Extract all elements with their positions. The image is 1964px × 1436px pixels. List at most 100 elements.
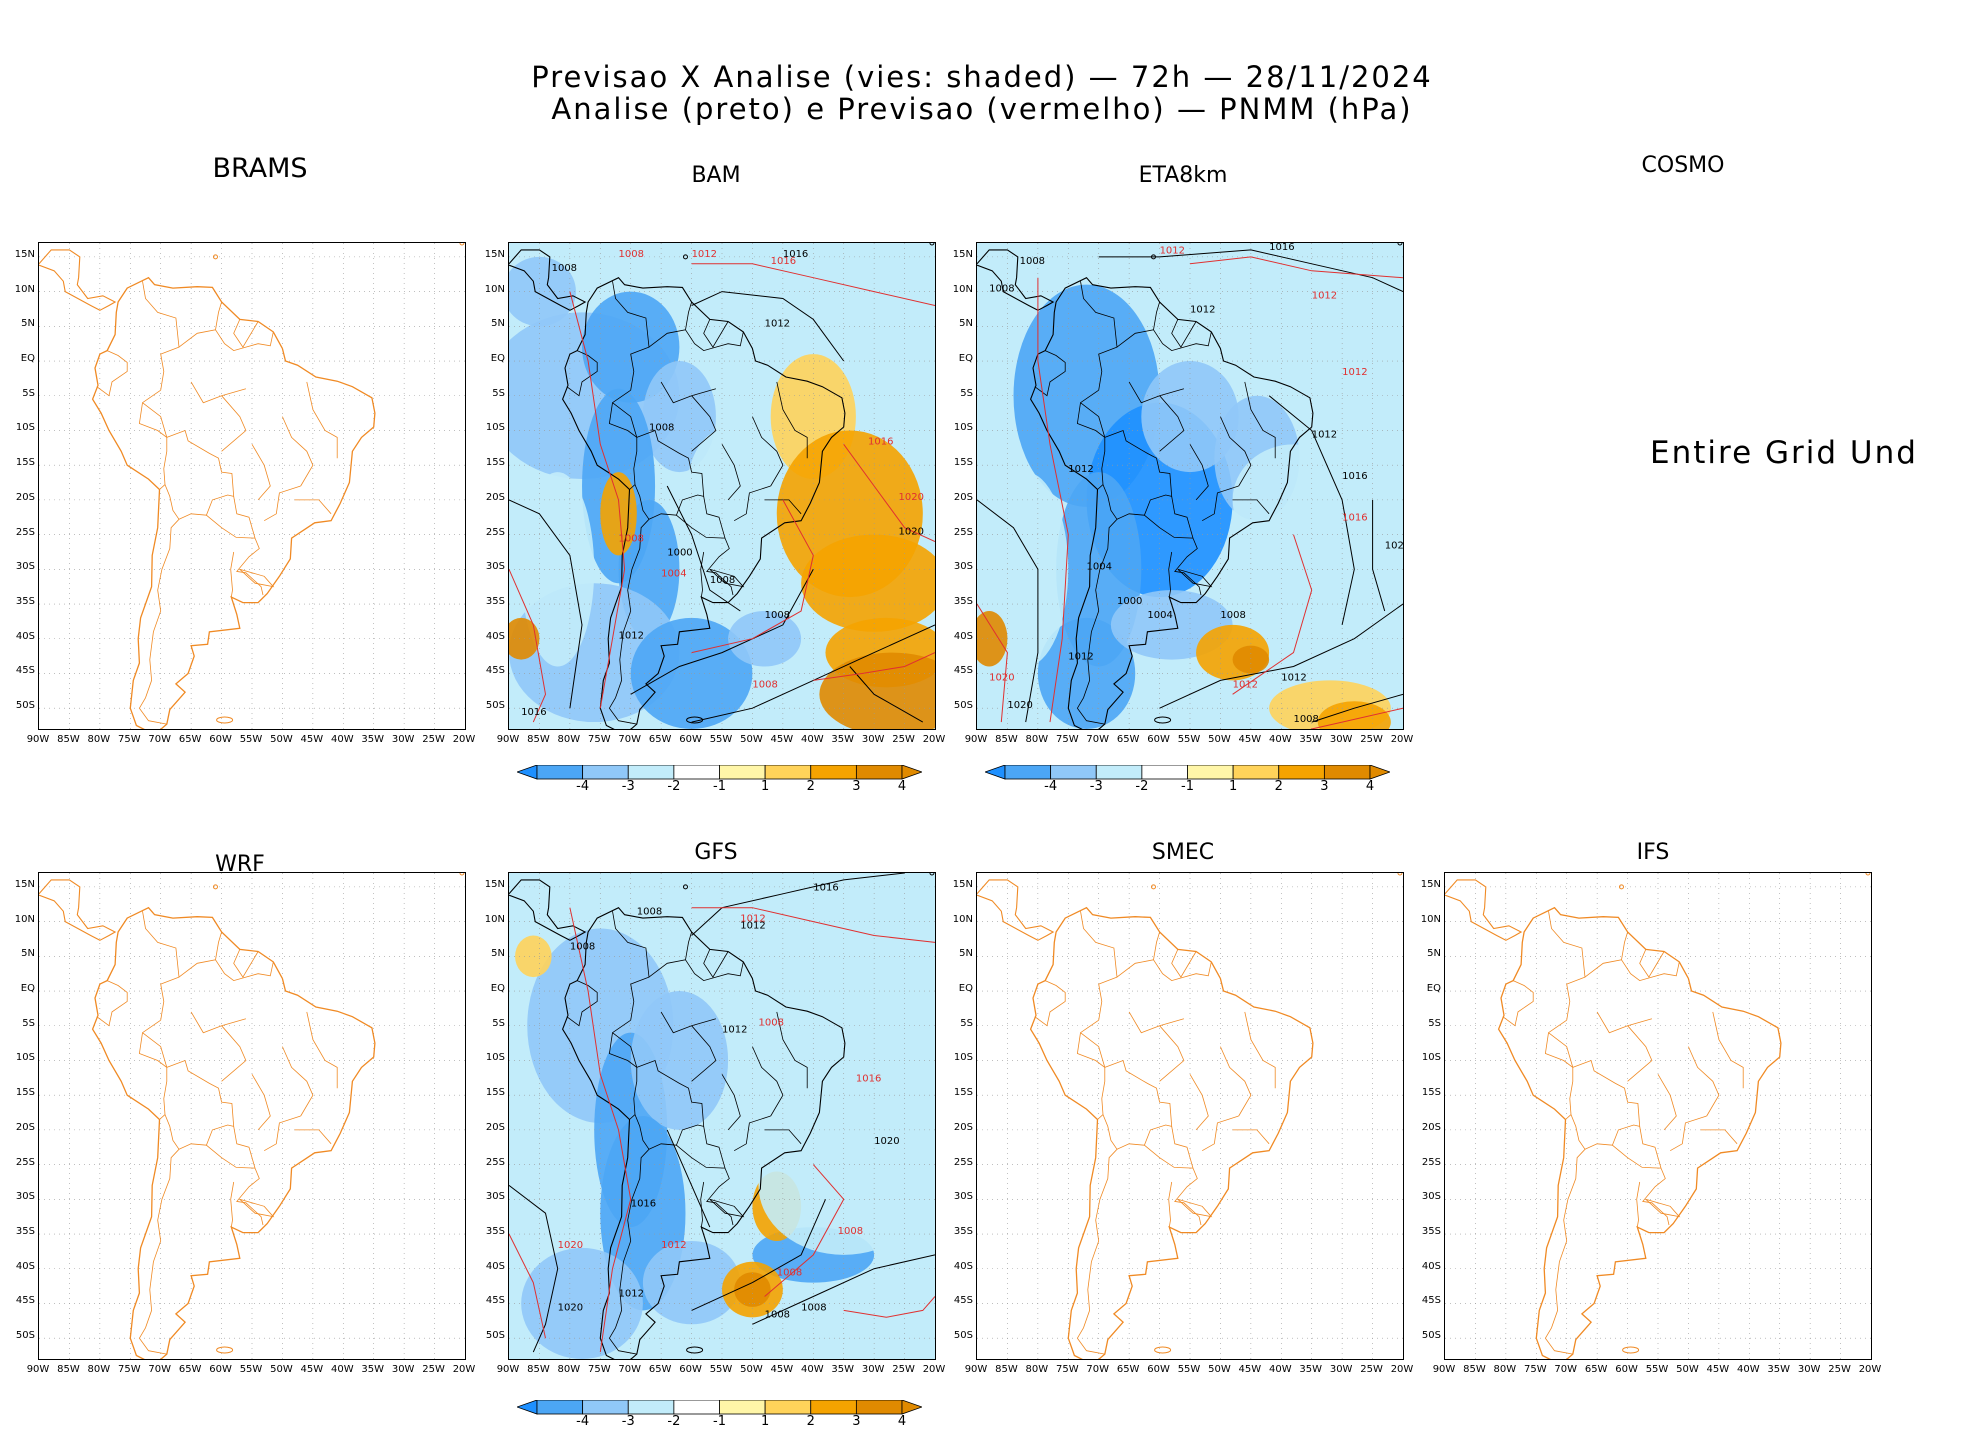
country-border xyxy=(1700,1129,1738,1145)
lat-label: 30S xyxy=(15,1191,35,1203)
lon-label: 65W xyxy=(648,734,672,745)
map-gfs-svg: 1008100810121012101610081012101610201020… xyxy=(509,873,935,1359)
lat-label: 25S xyxy=(485,1156,505,1168)
map-gfs: 1008 1008 1012 1012 1016 1008 1012 1016 1020 1020… xyxy=(508,872,936,1360)
lat-label: 15N xyxy=(14,878,35,890)
lat-label: 40S xyxy=(953,630,973,642)
lon-label: 45W xyxy=(1238,1364,1262,1375)
lat-label: 50S xyxy=(485,700,505,712)
country-border xyxy=(1244,1011,1276,1089)
analysis-isobar xyxy=(1372,499,1386,612)
lon-label: 20W xyxy=(1390,734,1414,745)
country-border xyxy=(1584,931,1628,978)
lon-label: 25W xyxy=(422,734,445,745)
lon-label: 45W xyxy=(770,734,794,745)
lat-label: 20S xyxy=(953,1121,973,1133)
isobar-label: 1016 xyxy=(1342,513,1367,524)
colorbar-swatch xyxy=(582,1399,629,1415)
lon-label: 50W xyxy=(1208,1364,1231,1375)
lon-label: 60W xyxy=(1147,1364,1170,1375)
country-border xyxy=(734,1115,771,1152)
map-ifs-svg xyxy=(1445,873,1871,1359)
country-border xyxy=(142,402,168,438)
bias-shade-10 xyxy=(685,430,759,570)
lat-label: 20S xyxy=(15,491,35,503)
lon-label: 45W xyxy=(300,1364,324,1375)
country-border xyxy=(1116,931,1160,978)
forecast-isobar xyxy=(813,652,935,681)
lon-label: 35W xyxy=(361,734,385,745)
analysis-isobar xyxy=(630,569,814,695)
lon-label: 40W xyxy=(1268,734,1292,745)
map-wrf-svg xyxy=(39,873,465,1359)
country-border xyxy=(1144,514,1194,539)
colorbar-label: 3 xyxy=(852,1414,861,1429)
lat-label: 35S xyxy=(15,1226,35,1238)
isobar-label: 1008 xyxy=(1251,728,1276,729)
lat-label: 5S xyxy=(960,387,973,399)
lon-label: 75W xyxy=(1523,1364,1547,1375)
lat-label: 15N xyxy=(952,878,973,890)
lon-label: 60W xyxy=(679,734,702,745)
forecast-isobar xyxy=(691,499,814,654)
isobar-label: 1008 xyxy=(765,610,790,621)
country-border xyxy=(264,485,301,522)
lon-label: 85W xyxy=(527,1364,550,1375)
colorbar-swatch xyxy=(627,764,675,780)
isobar-label: 1008 xyxy=(1293,714,1318,725)
country-border xyxy=(612,911,650,1021)
bias-shade-9 xyxy=(521,472,595,667)
country-border xyxy=(1159,1025,1185,1082)
lon-label: 55W xyxy=(709,1364,733,1375)
colorbar-label: -4 xyxy=(576,1414,590,1429)
lat-label: 50S xyxy=(15,700,35,712)
lat-label: 15N xyxy=(14,248,35,260)
lat-label: 10N xyxy=(14,913,35,925)
colorbar-label: -3 xyxy=(621,779,635,794)
isobar-label: 1012 xyxy=(765,318,790,329)
colorbar-swatch xyxy=(582,764,629,780)
country-border xyxy=(294,499,332,515)
lon-label: 20W xyxy=(452,734,476,745)
colorbar-swatch xyxy=(1004,764,1052,780)
country-border xyxy=(282,416,314,487)
colorbar-swatch xyxy=(536,1399,584,1415)
lat-label: 15S xyxy=(485,457,505,469)
lon-label: 25W xyxy=(1360,1364,1383,1375)
lon-label: 35W xyxy=(831,1364,855,1375)
falkland-islands xyxy=(1154,716,1172,724)
country-border xyxy=(608,1149,650,1355)
lat-label: 5N xyxy=(1427,948,1441,960)
country-border xyxy=(221,1025,247,1082)
country-border xyxy=(164,484,234,520)
lon-label: 35W xyxy=(1299,1364,1323,1375)
lon-label: 60W xyxy=(1615,1364,1638,1375)
colorbar-label: -1 xyxy=(1181,779,1194,794)
lon-label: 30W xyxy=(861,1364,885,1375)
country-border xyxy=(138,1019,168,1120)
country-border xyxy=(230,1181,235,1228)
lat-label: 15N xyxy=(484,248,505,260)
isobar-label: 1012 xyxy=(740,921,765,932)
lon-label: 30W xyxy=(861,734,885,745)
country-border xyxy=(612,281,650,391)
isobar-label: 1016 xyxy=(631,1198,656,1209)
map-smec xyxy=(976,872,1404,1360)
colorbar-swatch xyxy=(1050,764,1097,780)
lon-label: 70W xyxy=(1086,734,1110,745)
country-border xyxy=(612,402,638,438)
country-border xyxy=(1621,959,1680,982)
colorbar-label: 4 xyxy=(1365,779,1375,794)
isobar-label: 1012 xyxy=(722,1025,747,1036)
lat-label: EQ xyxy=(958,983,973,995)
south-america-coastline xyxy=(561,277,846,729)
isobar-label: 1020 xyxy=(898,492,923,503)
lat-label: 45S xyxy=(15,1295,35,1307)
lat-label: 30S xyxy=(15,561,35,573)
country-border xyxy=(221,395,247,452)
isobar-label: 1020 xyxy=(898,527,923,538)
lat-label: 10S xyxy=(485,1052,505,1064)
country-border xyxy=(306,381,338,459)
country-border xyxy=(96,350,128,397)
